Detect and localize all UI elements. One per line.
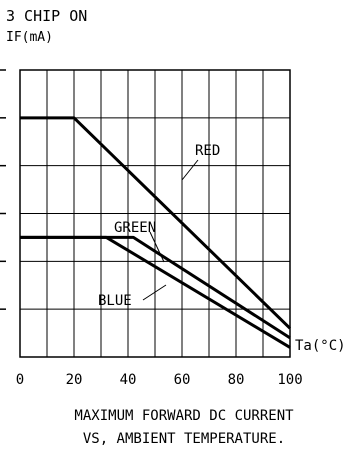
grid <box>20 70 290 357</box>
series-label-red: RED <box>195 143 220 159</box>
caption-line-1: MAXIMUM FORWARD DC CURRENT <box>74 408 294 424</box>
x-tick-label: 60 <box>174 372 191 388</box>
series-label-blue: BLUE <box>98 293 132 309</box>
x-axis-label: Ta(°C) <box>295 338 346 354</box>
x-tick-label: 20 <box>66 372 83 388</box>
y-axis-label: IF(mA) <box>6 30 53 45</box>
x-tick-label: 80 <box>228 372 245 388</box>
x-tick-labels: 0 20 40 60 80 100 <box>16 372 303 388</box>
x-tick-label: 40 <box>120 372 137 388</box>
series-leader-red <box>182 160 198 180</box>
series-leader-green <box>150 232 164 262</box>
x-tick-label: 100 <box>277 372 302 388</box>
caption-line-2: VS, AMBIENT TEMPERATURE. <box>83 431 285 447</box>
series-label-green: GREEN <box>114 220 156 236</box>
x-tick-label: 0 <box>16 372 24 388</box>
chart-title: 3 CHIP ON <box>6 7 87 25</box>
